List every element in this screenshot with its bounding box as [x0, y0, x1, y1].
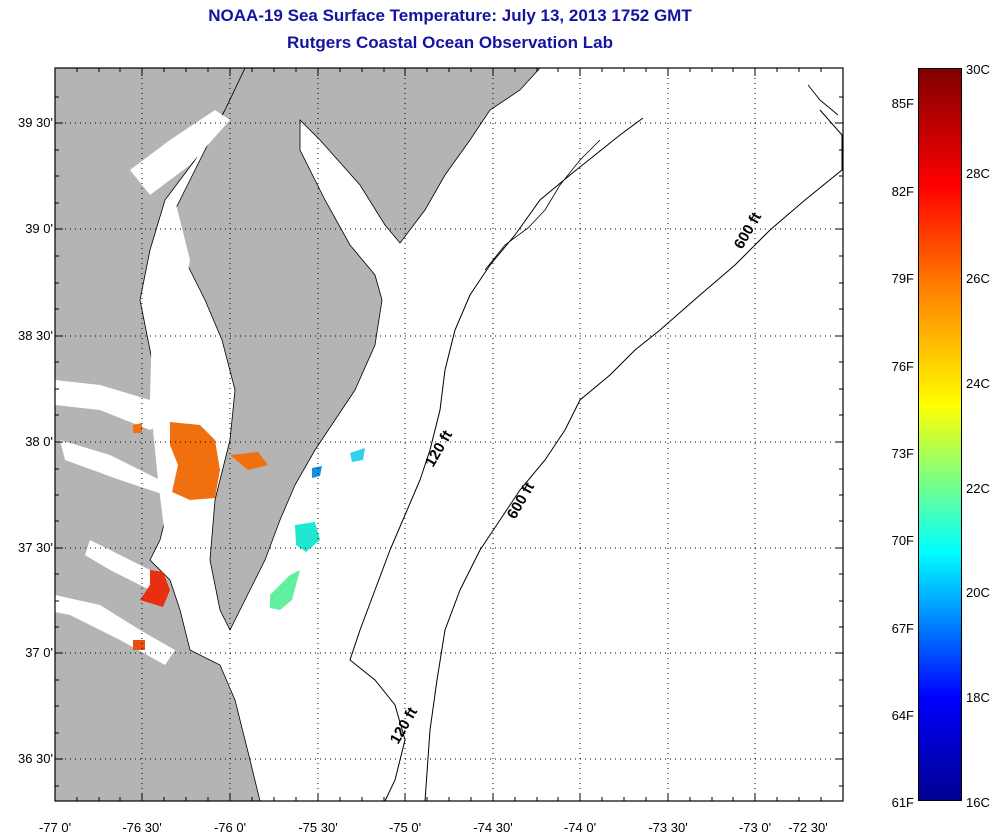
- bay-channel: [150, 200, 225, 655]
- river-rappahannock: [60, 440, 165, 495]
- colorbar-label-c: 22C: [966, 481, 990, 496]
- map-subtitle: Rutgers Coastal Ocean Observation Lab: [287, 33, 613, 52]
- contour-600ft-upper: [807, 84, 839, 116]
- lon-label: -77 0': [38, 820, 72, 835]
- lon-label: -74 30': [473, 820, 513, 835]
- colorbar-label-c: 24C: [966, 376, 990, 391]
- lon-label: -73 0': [738, 820, 772, 835]
- colorbar-label-c: 28C: [966, 166, 990, 181]
- colorbar-label-f: 64F: [891, 708, 914, 723]
- lat-label: 38 0': [25, 434, 53, 449]
- bay-upper-channel: [130, 110, 230, 195]
- frame-ticks: [54, 68, 844, 801]
- colorbar-label-f: 76F: [891, 359, 914, 374]
- sst-patch-red-small: [133, 640, 145, 650]
- land-delmarva: [169, 68, 541, 631]
- colorbar-label-f: 70F: [891, 533, 914, 548]
- contour-label-120ft-north: 120 ft: [422, 428, 456, 470]
- contour-600ft: [424, 109, 843, 801]
- lon-label: -72 30': [788, 820, 828, 835]
- colorbar-label-f: 67F: [891, 621, 914, 636]
- colorbar-label-f: 82F: [891, 184, 914, 199]
- river-potomac: [55, 380, 170, 430]
- sst-patch-blue-dot: [312, 466, 322, 478]
- lon-label: -75 30': [298, 820, 338, 835]
- lon-label: -73 30': [648, 820, 688, 835]
- colorbar-label-c: 18C: [966, 690, 990, 705]
- lat-label: 37 30': [17, 540, 53, 555]
- lat-label: 39 30': [17, 115, 53, 130]
- sst-patch-orange: [170, 422, 220, 500]
- river-york: [85, 540, 160, 590]
- sst-patch-green: [270, 570, 300, 610]
- contour-label-120ft-south: 120 ft: [387, 705, 421, 747]
- colorbar-label-f: 85F: [891, 96, 914, 111]
- contour-label-600ft-north: 600 ft: [731, 210, 765, 252]
- colorbar-label-f: 73F: [891, 446, 914, 461]
- sst-patch-cyan: [295, 522, 320, 552]
- lat-label: 39 0': [25, 221, 53, 236]
- lon-label: -75 0': [388, 820, 422, 835]
- sst-patch-red: [140, 570, 170, 607]
- contour-label-600ft-middle: 600 ft: [504, 480, 538, 522]
- graticule: [55, 68, 843, 801]
- lon-label: -74 0': [563, 820, 597, 835]
- lat-label: 36 30': [17, 751, 53, 766]
- contour-120ft-detail: [484, 139, 601, 271]
- colorbar-label-c: 20C: [966, 585, 990, 600]
- sst-patch-orange-dot: [133, 423, 142, 433]
- colorbar-label-f: 79F: [891, 271, 914, 286]
- map-title: NOAA-19 Sea Surface Temperature: July 13…: [208, 6, 692, 25]
- contour-120ft-north: [349, 117, 644, 801]
- lat-label: 37 0': [25, 645, 53, 660]
- sst-patch-cyan-dot: [350, 448, 365, 462]
- colorbar-label-c: 16C: [966, 795, 990, 810]
- lon-label: -76 30': [122, 820, 162, 835]
- sst-patch-orange-small: [230, 452, 268, 470]
- colorbar-label-c: 30C: [966, 62, 990, 77]
- colorbar-label-c: 26C: [966, 271, 990, 286]
- colorbar-label-f: 61F: [891, 795, 914, 810]
- temperature-colorbar: [918, 68, 962, 801]
- lon-label: -76 0': [213, 820, 247, 835]
- lat-label: 38 30': [17, 328, 53, 343]
